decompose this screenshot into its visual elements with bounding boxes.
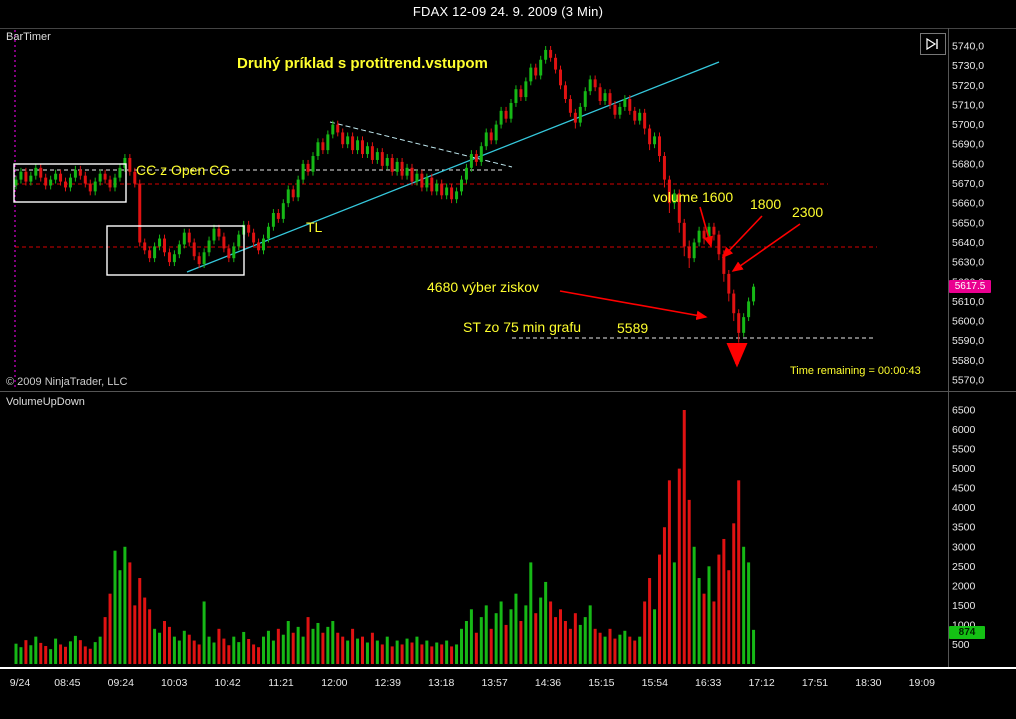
price-axis: 5740,0 5730,0 5720,0 5710,0 5700,0 5690,0 5680… (952, 41, 984, 387)
volume-axis: 6500 6000 5500 5000 4500 4000 3500 3000 2500 2000… (952, 405, 976, 651)
annotation-cc-open-cg: CC z Open CG (136, 162, 231, 178)
pane-divider (0, 391, 1016, 392)
price-axis-label: 5570,0 (952, 375, 984, 387)
time-axis-label: 09:24 (108, 677, 134, 689)
annotation-headline: Druhý príklad s protitrend.vstupom (237, 55, 488, 72)
volume-axis-label: 2000 (952, 580, 976, 592)
time-axis-label: 17:51 (802, 677, 828, 689)
price-axis-label: 5720,0 (952, 80, 984, 92)
annotation-tl: TL (306, 219, 323, 235)
volume-axis-label: 4500 (952, 483, 976, 495)
last-volume-badge: 874 (949, 626, 985, 639)
trend-lines (14, 30, 720, 389)
price-axis-label: 5610,0 (952, 296, 984, 308)
time-axis-label: 11:21 (268, 677, 294, 689)
top-border (0, 28, 1016, 29)
volume-axis-label: 500 (952, 639, 970, 651)
time-axis-label: 12:00 (321, 677, 347, 689)
price-axis-label: 5640,0 (952, 237, 984, 249)
price-axis-label: 5650,0 (952, 217, 984, 229)
price-axis-label: 5690,0 (952, 139, 984, 151)
time-axis-label: 13:57 (481, 677, 507, 689)
volume-axis-label: 2500 (952, 561, 976, 573)
time-axis-label: 14:36 (535, 677, 561, 689)
play-to-end-icon (926, 37, 938, 51)
price-axis-label: 5740,0 (952, 41, 984, 53)
volume-axis-label: 1500 (952, 600, 976, 612)
time-axis-label: 19:09 (909, 677, 935, 689)
copyright-label: © 2009 NinjaTrader, LLC (6, 376, 128, 388)
price-axis-label: 5730,0 (952, 60, 984, 72)
chart-title: FDAX 12-09 24. 9. 2009 (3 Min) (412, 4, 604, 19)
annotation-vyber-ziskov: 4680 výber ziskov (427, 279, 540, 295)
highlight-boxes (13, 163, 245, 276)
time-axis-label: 10:42 (214, 677, 240, 689)
volume-axis-label: 6000 (952, 424, 976, 436)
annotation-arrows (559, 206, 801, 368)
volumeupdown-label: VolumeUpDown (6, 396, 85, 408)
time-axis-label: 18:30 (855, 677, 881, 689)
bartimer-label: BarTimer (6, 31, 51, 43)
annotation-st-75: ST zo 75 min grafu (463, 319, 582, 335)
candles (14, 46, 756, 343)
price-axis-label: 5580,0 (952, 355, 984, 367)
price-axis-label: 5700,0 (952, 119, 984, 131)
price-axis-label: 5670,0 (952, 178, 984, 190)
price-axis-label: 5680,0 (952, 158, 984, 170)
time-remaining-label: Time remaining = 00:00:43 (790, 365, 921, 377)
volume-axis-label: 3000 (952, 541, 976, 553)
scroll-to-end-button[interactable] (920, 33, 946, 55)
time-axis-label: 08:45 (54, 677, 80, 689)
time-axis-label: 15:54 (642, 677, 668, 689)
annotation-volume-1600: volume 1600 (653, 189, 734, 205)
time-axis-label: 13:18 (428, 677, 454, 689)
price-axis-label: 5590,0 (952, 335, 984, 347)
volume-axis-label: 6500 (952, 405, 976, 417)
price-axis-label: 5660,0 (952, 198, 984, 210)
price-axis-label: 5600,0 (952, 316, 984, 328)
time-axis-label: 12:39 (375, 677, 401, 689)
annotation-5589: 5589 (617, 320, 649, 336)
volume-axis-label: 3500 (952, 522, 976, 534)
axis-divider (948, 28, 949, 667)
volume-axis-label: 5500 (952, 444, 976, 456)
time-axis-label: 9/24 (10, 677, 31, 689)
volume-bars (14, 410, 756, 664)
time-axis-label: 15:15 (588, 677, 614, 689)
time-axis-label: 16:33 (695, 677, 721, 689)
price-axis-label: 5630,0 (952, 257, 984, 269)
annotation-1800: 1800 (750, 196, 782, 212)
price-axis-label: 5710,0 (952, 99, 984, 111)
annotation-2300: 2300 (792, 204, 824, 220)
time-axis-label: 10:03 (161, 677, 187, 689)
time-axis: 9/24 08:45 09:24 10:03 10:42 11:21 12:00 12:39 1… (10, 677, 935, 689)
time-axis-line (0, 667, 1016, 669)
volume-axis-label: 5000 (952, 463, 976, 475)
time-axis-label: 17:12 (748, 677, 774, 689)
last-price-badge: 5617.5 (949, 280, 991, 293)
volume-axis-label: 4000 (952, 502, 976, 514)
